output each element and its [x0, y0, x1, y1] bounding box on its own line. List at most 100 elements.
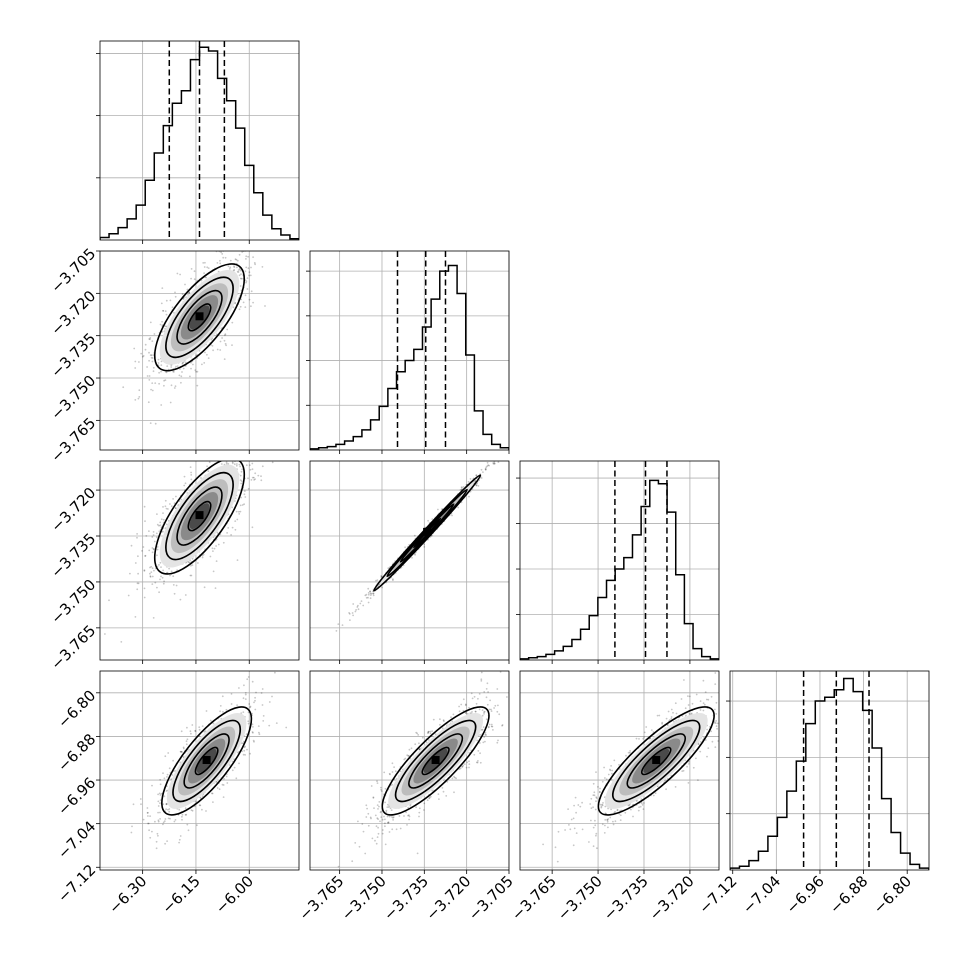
pair-4-sample-point — [452, 713, 455, 716]
pair-1-sample-point — [174, 507, 177, 510]
pair-0-sample-point — [210, 338, 213, 341]
pair-0-sample-point — [181, 362, 184, 365]
pair-3-sample-point — [146, 812, 149, 814]
pair-0-sample-point — [152, 370, 155, 373]
pair-0-sample-point — [165, 371, 168, 374]
pair-0-sample-point — [240, 269, 242, 272]
pair-2-sample-point — [497, 454, 499, 456]
pair-2-sample-point — [517, 433, 519, 435]
pair-2-sample-point — [487, 464, 490, 467]
pair-4-sample-point — [493, 707, 495, 709]
pair-3-sample-point — [167, 808, 169, 811]
pair-3-density-peak — [202, 756, 211, 764]
pair-4-sample-point — [477, 750, 480, 752]
pair-1-sample-point — [206, 465, 209, 468]
pair-3-frame — [99, 670, 300, 871]
pair-3-sample-point — [157, 834, 159, 837]
pair-3-sample-point — [242, 711, 245, 713]
pair-4-sample-point — [490, 708, 492, 711]
pair-1-sample-point — [143, 570, 146, 572]
pair-3-sample-point — [191, 809, 194, 812]
pair-0-sample-point — [175, 365, 177, 368]
pair-3-sample-point — [230, 703, 233, 705]
pair-2-contour-0 — [413, 517, 442, 549]
pair-4-sample-point — [386, 806, 389, 808]
pair-1-sample-point — [231, 446, 233, 448]
pair-3-sample-point — [252, 739, 255, 742]
pair-1-sample-point — [240, 454, 242, 456]
pair-1-sample-point — [262, 456, 264, 458]
pair-1-sample-point — [213, 452, 215, 454]
pair-0-sample-point — [245, 281, 248, 284]
pair-1-sample-point — [129, 572, 131, 575]
pair-2-sample-point — [475, 484, 478, 487]
pair-1-sample-point — [238, 513, 241, 515]
pair-1-sample-point — [252, 476, 255, 479]
pair-1-sample-point — [242, 457, 244, 459]
pair-2-sample-point — [469, 478, 472, 480]
pair-0-sample-point — [134, 360, 137, 363]
pair-3-sample-point — [159, 818, 162, 820]
pair-4-sample-point — [365, 804, 368, 807]
pair-0-sample-point — [200, 279, 203, 282]
pair-0-sample-point — [224, 333, 227, 336]
pair-4-sample-point — [386, 815, 389, 818]
pair-0-sample-point — [204, 351, 206, 354]
pair-5-sample-point — [630, 808, 632, 811]
pair-1-sample-point — [162, 530, 164, 533]
hist-2-frame — [519, 460, 720, 661]
pair-0-sample-point — [159, 323, 162, 326]
pair-1-sample-point — [155, 536, 158, 539]
pair-0-sample-point — [204, 261, 206, 264]
pair-3-sample-point — [226, 782, 229, 784]
pair-0-sample-point — [180, 381, 182, 384]
pair-4-sample-point — [477, 760, 479, 762]
pair-3-sample-point — [198, 804, 201, 807]
pair-5-sample-point — [707, 747, 710, 749]
pair-2-sample-point — [474, 479, 476, 482]
pair-2-sample-point — [474, 480, 477, 482]
pair-4-sample-point — [428, 796, 431, 799]
pair-3-sample-point — [255, 691, 257, 694]
pair-4-sample-point — [389, 773, 391, 776]
pair-3-sample-point — [236, 751, 239, 754]
pair-3-sample-point — [222, 796, 225, 798]
pair-4-sample-point — [480, 678, 483, 681]
pair-4-sample-point — [377, 826, 379, 829]
pair-3-sample-point — [155, 840, 158, 843]
pair-1-sample-point — [202, 553, 205, 556]
pair-0-sample-point — [144, 348, 147, 351]
pair-4-sample-point — [367, 824, 370, 827]
pair-0-sample-point — [231, 344, 233, 346]
pair-3-sample-point — [242, 740, 245, 743]
pair-1-sample-point — [156, 586, 158, 589]
pair-3-contour-1 — [183, 733, 230, 789]
pair-0-sample-point — [154, 382, 157, 384]
pair-5-sample-point — [715, 701, 718, 704]
pair-2-sample-point — [510, 441, 512, 443]
pair-3-sample-point — [166, 840, 169, 842]
pair-3-sample-point — [149, 836, 152, 839]
pair-4-sample-point — [377, 832, 380, 835]
pair-1-sample-point — [238, 510, 240, 513]
pair-3-sample-point — [249, 752, 252, 755]
pair-0-sample-point — [214, 244, 216, 246]
pair-4-sample-point — [461, 765, 464, 768]
pair-3-sample-point — [221, 695, 224, 698]
pair-1-sample-point — [175, 584, 178, 587]
pair-1-sample-point — [207, 470, 210, 473]
pair-0-sample-point — [160, 370, 162, 373]
pair-0-sample-point — [140, 352, 143, 355]
pair-0-sample-point — [137, 397, 140, 400]
pair-4-sample-point — [418, 807, 421, 810]
pair-1-sample-point — [251, 526, 254, 529]
pair-4-sample-point — [471, 697, 474, 700]
pair-2-sample-point — [427, 519, 429, 522]
pair-3-sample-point — [251, 723, 254, 726]
pair-3-sample-point — [162, 772, 164, 775]
pair-0-sample-point — [122, 386, 125, 389]
pair-1-sample-point — [148, 530, 150, 532]
pair-3-sample-point — [179, 835, 182, 837]
pair-4-sample-point — [427, 732, 429, 734]
pair-2-sample-point — [510, 439, 512, 441]
